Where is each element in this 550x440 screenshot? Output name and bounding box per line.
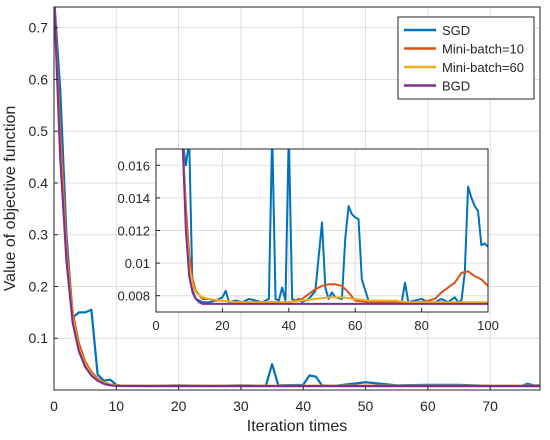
legend-label-mini-batch-10: Mini-batch=10 xyxy=(442,42,524,57)
inset-series-bgd xyxy=(181,149,488,305)
main-x-axis-label: Iteration times xyxy=(247,418,347,435)
inset-series-mini-batch-60 xyxy=(181,149,488,304)
main-series-group xyxy=(54,7,540,388)
inset-y-tick-label: 0.008 xyxy=(117,289,150,304)
main-y-tick-label: 0.3 xyxy=(29,227,49,243)
main-x-tick-label: 0 xyxy=(50,398,58,414)
main-y-tick-label: 0.2 xyxy=(29,278,49,294)
main-x-tick-label: 60 xyxy=(420,398,436,414)
inset-x-tick-label: 100 xyxy=(477,318,499,333)
main-y-tick-label: 0.1 xyxy=(29,330,49,346)
main-x-tick-label: 70 xyxy=(482,398,498,414)
main-x-tick-label: 20 xyxy=(171,398,187,414)
main-y-tick-label: 0.5 xyxy=(29,123,49,139)
inset-y-tick-label: 0.01 xyxy=(125,256,150,271)
inset-y-tick-label: 0.014 xyxy=(117,191,150,206)
inset-series-group xyxy=(181,149,488,305)
main-y-axis-label: Value of objective function xyxy=(2,106,19,292)
inset-x-tick-label: 0 xyxy=(152,318,159,333)
inset-y-tick-label: 0.016 xyxy=(117,158,150,173)
main-series-bgd xyxy=(54,7,540,388)
main-y-tick-label: 0.6 xyxy=(29,71,49,87)
main-x-tick-label: 30 xyxy=(233,398,249,414)
legend-label-mini-batch-60: Mini-batch=60 xyxy=(442,60,524,75)
inset-x-tick-label: 60 xyxy=(348,318,362,333)
inset-x-tick-label: 80 xyxy=(414,318,428,333)
legend-label-bgd: BGD xyxy=(442,79,470,94)
main-y-tick-label: 0.7 xyxy=(29,20,49,36)
inset-y-tick-label: 0.012 xyxy=(117,224,150,239)
inset-x-tick-label: 20 xyxy=(215,318,229,333)
main-y-tick-label: 0.4 xyxy=(29,175,49,191)
legend: SGD Mini-batch=10 Mini-batch=60 BGD xyxy=(397,16,535,100)
main-x-tick-label: 10 xyxy=(109,398,125,414)
main-x-tick-label: 40 xyxy=(295,398,311,414)
main-x-tick-label: 50 xyxy=(358,398,374,414)
legend-label-sgd: SGD xyxy=(442,23,470,38)
main-axes-box xyxy=(53,6,541,391)
inset-x-tick-label: 40 xyxy=(282,318,296,333)
inset-chart: 0 20 40 60 80 100 0.008 0.01 0.012 0.014 0.016 xyxy=(117,148,499,333)
